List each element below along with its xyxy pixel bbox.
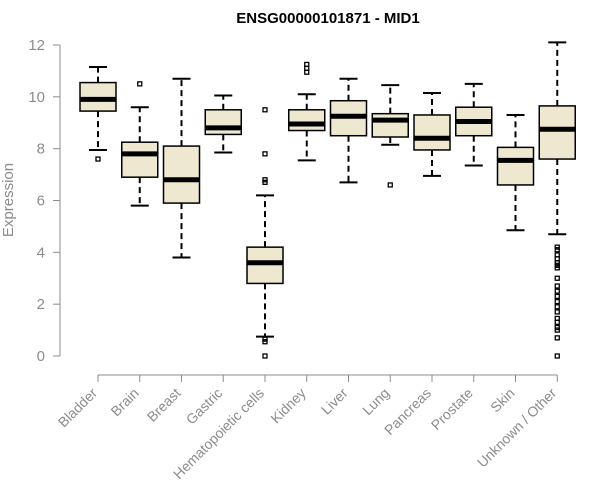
box-prostate (455, 82, 493, 167)
outlier-point (137, 81, 143, 87)
outlier-point (554, 293, 560, 300)
outlier-point (554, 335, 560, 341)
outlier-point (262, 107, 268, 113)
iqr-box (288, 109, 326, 132)
x-tick-label: Bladder (55, 385, 101, 431)
outlier-point (262, 151, 268, 157)
y-axis-label: Expression (0, 163, 17, 237)
y-axis: 0 2 4 6 8 10 12 (28, 37, 61, 365)
outlier-point (554, 288, 560, 294)
box-series (79, 41, 576, 359)
iqr-box (413, 114, 451, 151)
x-tick-label: Brain (107, 385, 141, 419)
y-tick-label: 8 (37, 141, 45, 158)
iqr-box (496, 146, 535, 186)
x-tick-label: Breast (144, 385, 184, 425)
box-brain (121, 81, 159, 207)
outlier-point (262, 179, 268, 186)
iqr-box (121, 141, 159, 178)
outlier-point (554, 298, 560, 305)
chart-title: ENSG00000101871 - MID1 (236, 10, 419, 27)
y-tick-label: 4 (37, 244, 45, 261)
x-tick-label: Liver (318, 385, 351, 418)
box-hematopoietic-cells (246, 107, 284, 359)
outlier-point (554, 247, 560, 253)
x-tick-label: Skin (487, 385, 518, 416)
outlier-point (304, 69, 310, 75)
iqr-box (79, 81, 117, 112)
box-lung (371, 84, 409, 188)
box-bladder (79, 66, 117, 162)
x-tick-label: Kidney (267, 385, 309, 427)
box-pancreas (413, 91, 451, 177)
iqr-box (204, 109, 242, 136)
outlier-point (554, 353, 560, 359)
y-tick-label: 12 (28, 37, 45, 54)
outlier-point (262, 339, 268, 345)
x-tick-label: Prostate (428, 385, 476, 433)
iqr-box (371, 112, 409, 138)
outlier-point (95, 156, 101, 162)
iqr-box (538, 105, 576, 160)
outlier-point (554, 309, 560, 315)
outlier-point (554, 304, 560, 310)
y-tick-label: 6 (37, 193, 45, 210)
box-kidney (288, 61, 326, 162)
box-unknown-other (538, 41, 576, 359)
iqr-box (162, 145, 201, 204)
outlier-point (554, 265, 560, 271)
outlier-point (554, 327, 560, 333)
box-skin (496, 113, 535, 232)
box-breast (162, 77, 201, 259)
y-tick-label: 10 (28, 89, 45, 106)
outlier-point (554, 319, 560, 325)
outlier-point (262, 353, 268, 359)
iqr-box (246, 246, 284, 285)
box-gastric (204, 94, 242, 154)
x-tick-label: Lung (359, 385, 392, 418)
y-tick-label: 0 (37, 348, 45, 365)
x-tick-label: Unknown / Other (474, 385, 560, 471)
outlier-point (554, 283, 560, 289)
y-tick-label: 2 (37, 296, 45, 313)
outlier-point (554, 275, 560, 281)
box-liver (329, 77, 368, 184)
outlier-point (387, 182, 393, 188)
